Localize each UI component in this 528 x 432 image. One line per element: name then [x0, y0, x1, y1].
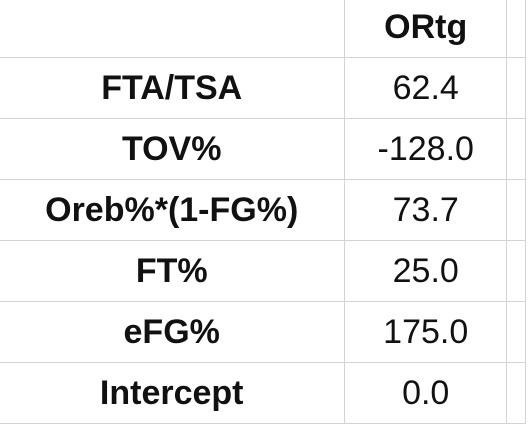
row-label-cell[interactable]: FTA/TSA — [0, 57, 346, 119]
table-row: FTA/TSA 62.4 — [0, 57, 526, 119]
row-value-cell[interactable]: 175.0 — [344, 301, 508, 363]
row-label-cell[interactable]: FT% — [0, 240, 346, 302]
row-value-cell[interactable]: -128.0 — [344, 118, 508, 180]
empty-cell[interactable] — [506, 57, 526, 119]
empty-cell[interactable] — [506, 0, 526, 58]
empty-cell[interactable] — [506, 240, 526, 302]
row-value-cell[interactable]: 62.4 — [344, 57, 508, 119]
row-label-cell[interactable]: TOV% — [0, 118, 346, 180]
header-label-cell[interactable] — [0, 0, 346, 58]
table-row: TOV% -128.0 — [0, 118, 526, 180]
table-row: Intercept 0.0 — [0, 362, 526, 424]
header-row: ORtg — [0, 0, 526, 58]
row-value-cell[interactable]: 73.7 — [344, 179, 508, 241]
empty-cell[interactable] — [506, 301, 526, 363]
row-value-cell[interactable]: 25.0 — [344, 240, 508, 302]
row-label-cell[interactable]: Oreb%*(1-FG%) — [0, 179, 346, 241]
row-label-cell[interactable]: Intercept — [0, 362, 346, 424]
empty-cell[interactable] — [506, 362, 526, 424]
coefficient-table: ORtg FTA/TSA 62.4 TOV% -128.0 Oreb%*(1-F… — [0, 0, 526, 424]
empty-cell[interactable] — [506, 179, 526, 241]
ortg-header-cell[interactable]: ORtg — [344, 0, 508, 58]
table-row: Oreb%*(1-FG%) 73.7 — [0, 179, 526, 241]
row-label-cell[interactable]: eFG% — [0, 301, 346, 363]
row-value-cell[interactable]: 0.0 — [344, 362, 508, 424]
table-row: eFG% 175.0 — [0, 301, 526, 363]
table-row: FT% 25.0 — [0, 240, 526, 302]
empty-cell[interactable] — [506, 118, 526, 180]
